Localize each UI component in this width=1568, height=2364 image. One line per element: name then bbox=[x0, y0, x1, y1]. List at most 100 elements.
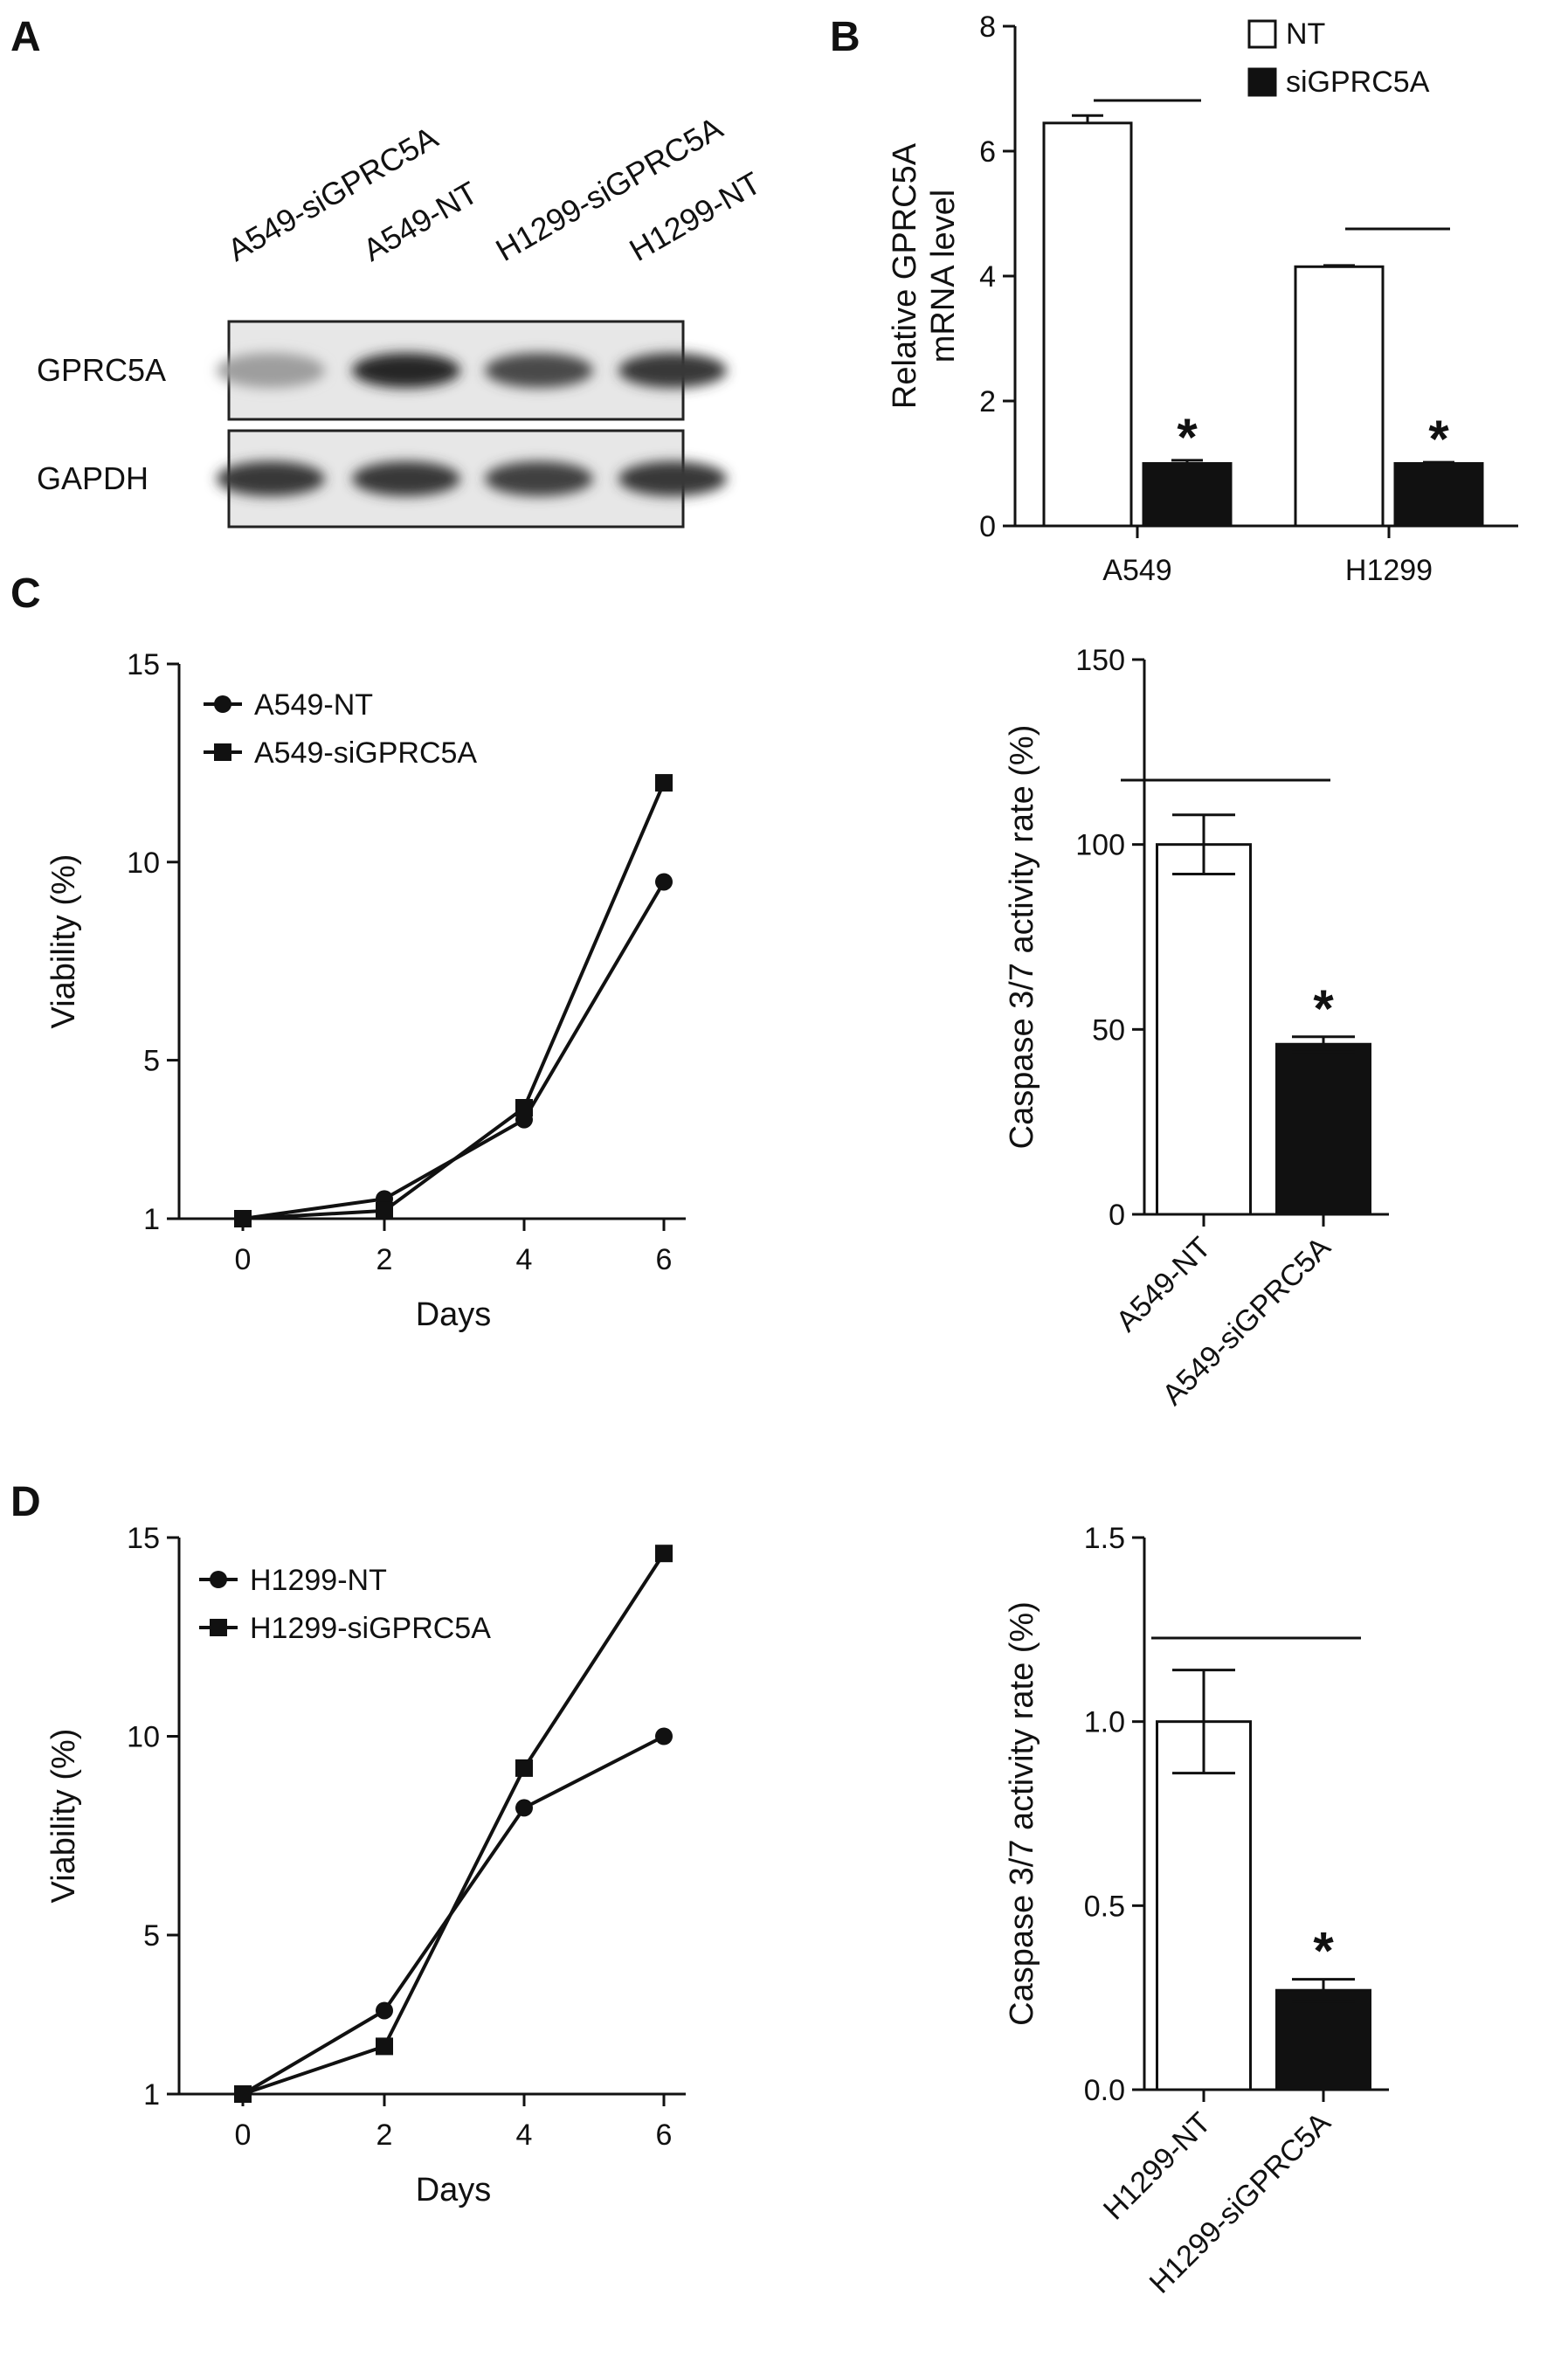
y-tick-label: 10 bbox=[127, 847, 160, 880]
legend-label: H1299-NT bbox=[250, 1564, 387, 1597]
legend-swatch bbox=[1247, 19, 1277, 49]
panel-label-c: C bbox=[10, 570, 41, 617]
y-tick-label: 15 bbox=[127, 648, 160, 681]
blot-band bbox=[217, 353, 325, 388]
bar bbox=[1142, 462, 1233, 528]
y-axis-label: Viability (%) bbox=[45, 854, 82, 1029]
data-point-circle bbox=[655, 1727, 673, 1745]
data-point-square bbox=[655, 1545, 673, 1563]
y-tick-label: 1 bbox=[143, 2078, 160, 2112]
y-axis-label-line: Relative GPRC5A bbox=[887, 142, 923, 409]
bar bbox=[1275, 1988, 1371, 2091]
y-tick-label: 1.0 bbox=[1084, 1706, 1125, 1739]
y-tick-label: 0 bbox=[979, 510, 996, 543]
y-tick-label: 1.5 bbox=[1084, 1522, 1125, 1555]
legend-label: A549-NT bbox=[254, 688, 373, 722]
panel-label-b: B bbox=[830, 14, 860, 60]
data-point-circle bbox=[515, 1799, 533, 1817]
series-line bbox=[241, 1734, 665, 2096]
y-tick-label: 15 bbox=[127, 1522, 160, 1555]
y-tick-label: 8 bbox=[979, 10, 996, 44]
panel-label-d: D bbox=[10, 1479, 41, 1525]
x-tick-label: H1299 bbox=[1345, 554, 1433, 587]
data-point-square bbox=[515, 1099, 533, 1116]
x-axis-label: Days bbox=[416, 1296, 492, 1333]
y-tick-label: 150 bbox=[1075, 644, 1125, 677]
x-tick-label: 4 bbox=[516, 2119, 533, 2152]
x-tick-label: 2 bbox=[376, 2119, 393, 2152]
data-point-circle bbox=[376, 2001, 393, 2020]
data-point-square bbox=[515, 1759, 533, 1777]
legend-marker bbox=[214, 743, 231, 761]
y-tick-label: 0.5 bbox=[1084, 1890, 1125, 1923]
series-line bbox=[242, 782, 666, 1220]
y-tick-label: 5 bbox=[143, 1919, 160, 1953]
x-tick-label: 6 bbox=[656, 2119, 673, 2152]
data-point-circle bbox=[655, 873, 673, 891]
data-point-square bbox=[234, 1210, 252, 1227]
blot-band bbox=[618, 461, 727, 496]
y-tick-label: 1 bbox=[143, 1203, 160, 1236]
y-tick-label: 6 bbox=[979, 135, 996, 169]
y-axis-label: Relative GPRC5AmRNA level bbox=[887, 142, 962, 409]
data-point-square bbox=[655, 774, 673, 792]
y-tick-label: 50 bbox=[1092, 1013, 1125, 1047]
significance-marker: * bbox=[1428, 410, 1449, 468]
y-axis-label: Caspase 3/7 activity rate (%) bbox=[1004, 1601, 1040, 2026]
legend-marker bbox=[210, 1571, 227, 1588]
y-tick-label: 10 bbox=[127, 1721, 160, 1754]
panel-label-a: A bbox=[10, 14, 41, 60]
blot-row-label: GPRC5A bbox=[37, 352, 166, 388]
y-axis-label: Viability (%) bbox=[45, 1729, 82, 1904]
significance-marker: * bbox=[1177, 408, 1198, 467]
series-line bbox=[242, 1552, 666, 2096]
blot-band bbox=[217, 461, 325, 496]
blot-lane-label: H1299-siGPRC5A bbox=[490, 109, 729, 268]
blot-band bbox=[352, 353, 460, 388]
bar bbox=[1294, 265, 1385, 528]
x-tick-label: H1299-NT bbox=[1097, 2106, 1218, 2227]
legend-marker bbox=[210, 1619, 227, 1636]
legend-label: siGPRC5A bbox=[1286, 66, 1430, 99]
significance-marker: * bbox=[1313, 979, 1334, 1038]
bar bbox=[1042, 121, 1133, 528]
bar bbox=[1156, 1720, 1252, 2091]
blot-row-label: GAPDH bbox=[37, 460, 149, 496]
data-point-square bbox=[234, 2085, 252, 2103]
y-tick-label: 0.0 bbox=[1084, 2074, 1125, 2107]
legend-swatch bbox=[1247, 67, 1277, 97]
y-tick-label: 4 bbox=[979, 260, 996, 294]
legend-label: NT bbox=[1286, 17, 1325, 51]
blot-band bbox=[485, 461, 593, 496]
blot-band bbox=[618, 353, 727, 388]
y-tick-label: 5 bbox=[143, 1045, 160, 1078]
x-tick-label: 4 bbox=[516, 1243, 533, 1276]
x-tick-label: A549 bbox=[1102, 554, 1171, 587]
y-tick-label: 2 bbox=[979, 385, 996, 418]
data-point-square bbox=[376, 2037, 393, 2056]
x-tick-label: 0 bbox=[235, 1243, 252, 1276]
chart-d-caspase: 0.0 0.5 1.0 1.5 Caspase 3/7 activity rate (%… bbox=[1004, 1522, 1389, 2300]
legend-marker bbox=[214, 695, 231, 713]
blot-band bbox=[352, 461, 460, 496]
chart-b-mrna-level: 0 2 4 6 8 Relative GPRC5AmRNA level A549 * H1299… bbox=[887, 10, 1518, 587]
legend-label: A549-siGPRC5A bbox=[254, 736, 477, 770]
x-tick-label: 2 bbox=[376, 1243, 393, 1276]
bar bbox=[1275, 1042, 1371, 1216]
x-axis-label: Days bbox=[416, 2172, 492, 2208]
x-tick-label: 6 bbox=[656, 1243, 673, 1276]
legend-label: H1299-siGPRC5A bbox=[250, 1612, 491, 1645]
x-tick-label: 0 bbox=[235, 2119, 252, 2152]
data-point-square bbox=[376, 1201, 393, 1220]
y-axis-label-line: mRNA level bbox=[925, 190, 962, 363]
significance-marker: * bbox=[1313, 1922, 1334, 1980]
bar bbox=[1393, 462, 1484, 528]
y-tick-label: 0 bbox=[1109, 1199, 1125, 1232]
x-tick-label: A549-NT bbox=[1110, 1231, 1218, 1338]
y-tick-label: 100 bbox=[1075, 829, 1125, 862]
blot-band bbox=[485, 353, 593, 388]
